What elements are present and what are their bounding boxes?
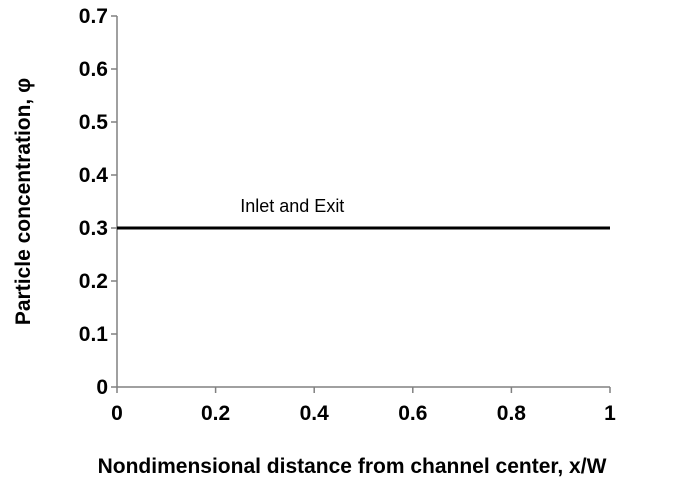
y-tick-label: 0.6 — [79, 58, 108, 81]
y-tick-label: 0.4 — [79, 164, 109, 187]
x-tick-label: 0.8 — [497, 402, 527, 425]
y-tick-label: 0.5 — [79, 111, 109, 134]
y-tick-label: 0.1 — [79, 323, 109, 346]
x-tick-label: 0.6 — [398, 402, 427, 425]
y-axis-ticks: 0 0.1 0.2 0.3 0.4 0.5 0.6 0.7 — [79, 5, 117, 399]
y-tick-label: 0 — [96, 376, 108, 399]
x-tick-label: 1 — [604, 402, 616, 425]
y-tick-label: 0.3 — [79, 217, 108, 240]
y-tick-label: 0.2 — [79, 270, 108, 293]
x-tick-label: 0.4 — [300, 402, 330, 425]
x-tick-label: 0.2 — [201, 402, 230, 425]
x-axis-title: Nondimensional distance from channel cen… — [98, 455, 607, 478]
x-tick-label: 0 — [111, 402, 123, 425]
y-tick-label: 0.7 — [79, 5, 108, 28]
x-axis-ticks: 0 0.2 0.4 0.6 0.8 1 — [111, 387, 616, 425]
annotation-inlet-exit: Inlet and Exit — [240, 196, 344, 216]
y-axis-title: Particle concentration, φ — [12, 78, 35, 325]
